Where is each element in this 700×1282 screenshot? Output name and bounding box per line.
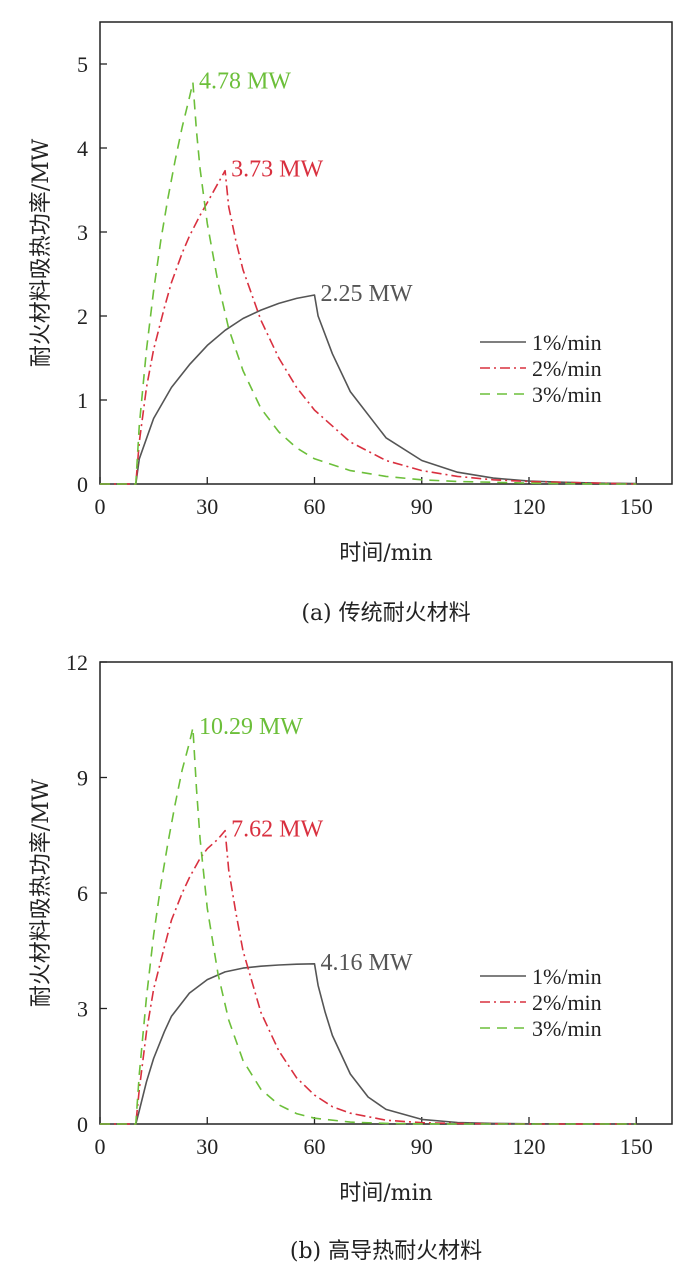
legend-label: 3%/min — [532, 382, 602, 407]
series-line-2 — [100, 169, 637, 485]
x-tick-label: 30 — [196, 494, 218, 519]
peak-annotation: 10.29 MW — [199, 714, 303, 740]
series-line-2 — [100, 829, 637, 1125]
x-tick-label: 0 — [95, 1134, 106, 1159]
y-tick-label: 6 — [77, 881, 88, 906]
plot-frame — [99, 661, 673, 1125]
series-group — [100, 81, 637, 485]
x-tick-label: 60 — [304, 1134, 326, 1159]
x-tick-label: 150 — [620, 1134, 653, 1159]
legend-label: 2%/min — [532, 990, 602, 1015]
series-line-3 — [100, 81, 637, 485]
series-line-3 — [100, 726, 637, 1125]
y-tick-label: 3 — [77, 997, 88, 1022]
x-tick-label: 60 — [304, 494, 326, 519]
annotation-group: 4.78 MW 3.73 MW 2.25 MW — [199, 68, 413, 307]
legend-label: 3%/min — [532, 1016, 602, 1041]
series-group — [100, 726, 637, 1125]
chart-caption: (b) 高导热耐火材料 — [290, 1239, 482, 1264]
y-tick-label: 9 — [77, 766, 88, 791]
peak-annotation: 2.25 MW — [321, 281, 413, 307]
annotation-group: 10.29 MW 7.62 MW 4.16 MW — [199, 714, 413, 976]
x-axis: 0 30 60 90 120 150 — [95, 477, 653, 519]
legend-label: 2%/min — [532, 356, 602, 381]
peak-annotation: 4.78 MW — [199, 68, 291, 94]
y-axis: 0 3 6 9 12 — [66, 650, 107, 1137]
x-tick-label: 90 — [411, 494, 433, 519]
x-tick-label: 30 — [196, 1134, 218, 1159]
y-tick-label: 3 — [77, 220, 88, 245]
y-tick-label: 0 — [77, 1112, 88, 1137]
legend-label: 1%/min — [532, 964, 602, 989]
y-tick-label: 0 — [77, 472, 88, 497]
x-tick-label: 120 — [513, 1134, 546, 1159]
series-line-1 — [100, 294, 637, 485]
chart-panel-b: 0 30 60 90 120 150 0 3 6 9 12 10.29 MW 7.62 MW 4.16… — [29, 650, 673, 1264]
x-tick-label: 150 — [620, 494, 653, 519]
x-tick-label: 0 — [95, 494, 106, 519]
legend-label: 1%/min — [532, 330, 602, 355]
x-axis: 0 30 60 90 120 150 — [95, 1117, 653, 1159]
peak-annotation: 7.62 MW — [231, 817, 323, 843]
y-tick-label: 1 — [77, 388, 88, 413]
peak-annotation: 4.16 MW — [321, 950, 413, 976]
y-axis: 0 1 2 3 4 5 — [77, 52, 107, 497]
x-tick-label: 90 — [411, 1134, 433, 1159]
chart-panel-a: 0 30 60 90 120 150 0 1 2 3 4 5 4.78 MW 3.73 MW 2.25 … — [29, 21, 673, 626]
chart-caption: (a) 传统耐火材料 — [301, 601, 470, 626]
y-axis-label: 耐火材料吸热功率/MW — [29, 778, 54, 1007]
y-axis-label: 耐火材料吸热功率/MW — [29, 138, 54, 367]
y-tick-label: 4 — [77, 136, 88, 161]
x-tick-label: 120 — [513, 494, 546, 519]
y-tick-label: 2 — [77, 304, 88, 329]
y-tick-label: 12 — [66, 650, 88, 675]
series-line-1 — [100, 962, 637, 1125]
peak-annotation: 3.73 MW — [231, 157, 323, 183]
x-axis-label: 时间/min — [339, 541, 432, 566]
x-axis-label: 时间/min — [339, 1181, 432, 1206]
plot-frame — [99, 21, 673, 485]
y-tick-label: 5 — [77, 52, 88, 77]
